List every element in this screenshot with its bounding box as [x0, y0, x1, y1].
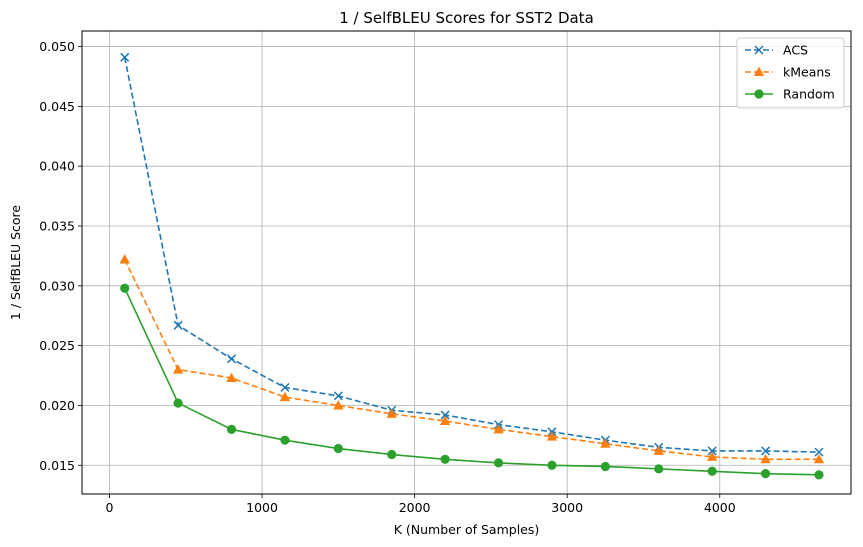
plot-frame — [81, 30, 852, 495]
legend-item-acs: ACS — [745, 43, 808, 58]
y-tick-label: 0.020 — [39, 398, 75, 413]
data-point-random — [707, 466, 717, 476]
y-axis-label: 1 / SelfBLEU Score — [8, 205, 23, 320]
legend-label-random: Random — [783, 87, 835, 102]
series-kmeans — [119, 254, 825, 464]
data-point-acs — [440, 410, 450, 420]
x-tick-label: 1000 — [246, 500, 278, 515]
data-point-kmeans — [600, 438, 611, 448]
data-point-kmeans — [119, 254, 130, 264]
series-layer — [119, 52, 825, 480]
data-point-random — [760, 469, 771, 479]
data-point-kmeans — [386, 408, 397, 418]
legend-label-kmeans: kMeans — [783, 65, 831, 80]
series-random — [120, 283, 824, 480]
legend-item-random: Random — [745, 87, 835, 102]
data-point-random — [654, 464, 664, 474]
data-point-kmeans — [493, 424, 504, 434]
series-line-kmeans — [124, 259, 819, 461]
legend-item-kmeans: kMeans — [745, 65, 831, 80]
y-tick-label: 0.045 — [39, 99, 75, 114]
data-point-random — [814, 470, 824, 480]
legend-marker-kmeans — [753, 66, 765, 76]
y-axis-ticks: 0.015 0.020 0.025 0.030 0.035 0.040 0.045 0.050 — [39, 39, 82, 473]
y-tick-label: 0.030 — [39, 278, 75, 293]
data-point-random — [547, 460, 557, 470]
data-point-kmeans — [439, 415, 451, 426]
data-point-acs — [333, 391, 343, 401]
series-line-acs — [123, 57, 819, 453]
data-point-kmeans — [813, 453, 825, 464]
series-acs — [120, 52, 824, 457]
data-point-acs — [280, 382, 290, 393]
x-tick-label: 4000 — [704, 500, 736, 515]
data-point-kmeans — [546, 431, 558, 441]
series-line-random — [123, 287, 819, 476]
data-point-acs — [226, 354, 237, 364]
y-tick-label: 0.015 — [39, 458, 75, 473]
data-point-kmeans — [706, 451, 718, 461]
data-point-random — [173, 398, 183, 408]
x-tick-label: 2000 — [399, 500, 431, 515]
data-point-random — [600, 461, 610, 472]
data-point-kmeans — [653, 445, 664, 455]
data-point-acs — [761, 446, 771, 456]
x-tick-label: 0 — [105, 500, 113, 515]
legend: ACS kMeans Random — [736, 37, 845, 109]
data-point-kmeans — [333, 400, 344, 410]
x-tick-label: 3000 — [551, 500, 583, 515]
data-point-kmeans — [279, 391, 291, 402]
y-tick-label: 0.025 — [39, 338, 75, 353]
chart-title: 1 / SelfBLEU Scores for SST2 Data — [339, 9, 594, 27]
data-point-acs — [814, 447, 824, 457]
data-point-kmeans — [172, 364, 184, 374]
data-point-random — [440, 454, 450, 464]
data-point-acs — [707, 446, 717, 456]
data-point-random — [333, 443, 343, 454]
data-point-random — [226, 424, 237, 434]
data-point-acs — [120, 52, 130, 62]
data-point-random — [120, 283, 130, 293]
y-tick-label: 0.035 — [39, 219, 75, 234]
legend-marker-random — [754, 89, 764, 99]
data-point-random — [387, 449, 397, 460]
data-point-random — [493, 458, 504, 468]
y-tick-label: 0.050 — [39, 39, 75, 54]
data-point-kmeans — [760, 453, 771, 464]
x-axis-label: K (Number of Samples) — [394, 522, 540, 537]
legend-marker-acs — [754, 45, 764, 55]
data-point-kmeans — [226, 372, 237, 382]
legend-label-acs: ACS — [783, 43, 808, 58]
data-point-acs — [173, 320, 183, 330]
x-axis-ticks: 0 1000 2000 3000 4000 — [105, 494, 736, 515]
legend-box — [736, 37, 845, 109]
y-tick-label: 0.040 — [39, 159, 75, 174]
data-point-random — [280, 435, 290, 445]
